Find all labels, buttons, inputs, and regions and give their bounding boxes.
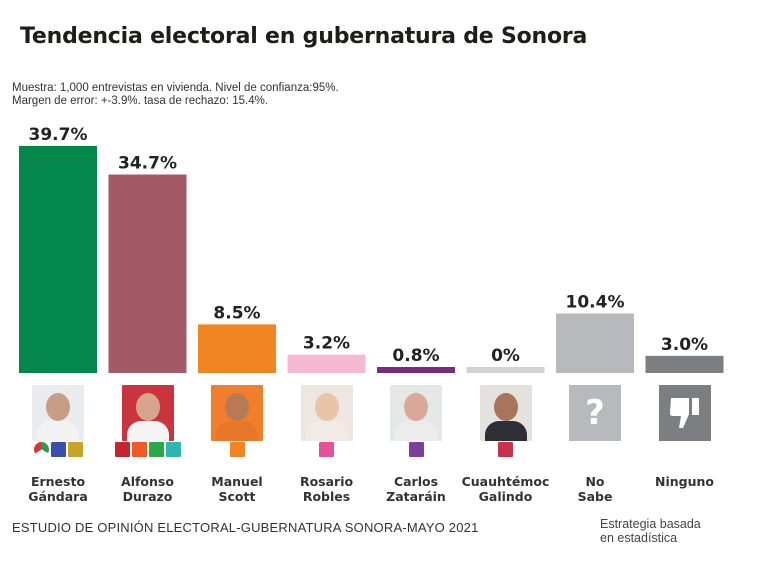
candidate-photo-2 <box>121 385 174 441</box>
candidate-name-5: Carlos Zataráin <box>361 474 471 504</box>
candidate-name-1: Ernesto Gándara <box>3 474 113 504</box>
photo-body <box>484 421 527 441</box>
photo-body <box>37 421 79 441</box>
photo-face <box>314 393 339 421</box>
photo-body <box>395 421 437 441</box>
candidate-name-6: Cuauhtémoc Galindo <box>451 474 561 504</box>
name-line-2: Sabe <box>577 489 613 504</box>
candidate-name-3: Manuel Scott <box>182 474 292 504</box>
study-caption: ESTUDIO DE OPINIÓN ELECTORAL-GUBERNATURA… <box>12 520 479 535</box>
pt-logo <box>131 442 147 457</box>
candidate-photo-5 <box>390 385 442 441</box>
photo-body <box>305 421 348 441</box>
party-logos-4 <box>319 442 334 458</box>
methodology-line-2: Margen de error: +-3.9%. tasa de rechazo… <box>12 95 269 107</box>
data-label-3: 8.5% <box>213 303 260 323</box>
methodology-line-1: Muestra: 1,000 entrevistas en vivienda. … <box>12 82 339 94</box>
data-label-8: 3.0% <box>661 335 708 355</box>
photo-body <box>216 421 258 441</box>
photo-face <box>225 393 249 421</box>
panal-logo <box>165 442 181 457</box>
photo-body <box>126 421 169 441</box>
candidate-name-4: Rosario Robles <box>272 474 382 504</box>
name-line-1: Alfonso <box>121 474 174 489</box>
name-line-1: Ernesto <box>30 474 86 489</box>
candidate-photo-1 <box>32 385 84 441</box>
data-label-2: 34.7% <box>118 154 177 174</box>
candidate-name-2: Alfonso Durazo <box>93 474 203 504</box>
name-line-1: Rosario <box>299 474 354 489</box>
name-line-1: Manuel <box>211 474 263 489</box>
pvem-logo <box>148 442 164 457</box>
name-line-2: Zataráin <box>386 489 446 504</box>
question-mark-icon: ? <box>569 385 621 441</box>
bar-2 <box>108 174 187 373</box>
party-logos-3 <box>229 442 245 458</box>
name-line-1: No <box>585 474 605 489</box>
name-line-1: Cuauhtémoc <box>461 474 550 489</box>
pri-logo <box>33 442 49 457</box>
party-logos-5 <box>408 442 424 458</box>
name-line-2: Robles <box>302 489 351 504</box>
bar-6 <box>466 367 545 373</box>
data-label-4: 3.2% <box>303 334 350 354</box>
name-line-1: Carlos <box>393 474 439 489</box>
data-label-5: 0.8% <box>392 346 439 366</box>
data-label-7: 10.4% <box>566 293 625 313</box>
candidate-photo-3 <box>211 385 263 441</box>
name-line-2: Scott <box>218 489 256 504</box>
bar-7 <box>556 313 634 373</box>
name-line-2: Durazo <box>122 489 173 504</box>
prd-logo <box>67 442 83 457</box>
photo-face <box>404 393 428 421</box>
name-line-2: Gándara <box>28 489 88 504</box>
rsp-logo <box>498 442 513 457</box>
fuerza-por-mexico-logo <box>319 442 334 457</box>
candidate-name-8: Ninguno <box>630 474 740 489</box>
thumbs-down-icon <box>658 385 711 441</box>
photo-face <box>493 393 518 421</box>
chart-title: Tendencia electoral en gubernatura de So… <box>20 24 588 49</box>
photo-face <box>135 393 160 421</box>
candidate-name-7: No Sabe <box>540 474 650 504</box>
name-line-2: Galindo <box>478 489 533 504</box>
brand-line-1: Estrategia basada <box>600 517 701 531</box>
bar-8 <box>645 355 724 373</box>
party-logos-1 <box>33 442 83 458</box>
brand-line-2: en estadística <box>600 531 678 545</box>
movimiento-ciudadano-logo <box>229 442 245 457</box>
bar-4 <box>287 354 366 373</box>
morena-logo <box>114 442 130 457</box>
name-line-1: Ninguno <box>655 474 714 489</box>
data-label-6: 0% <box>491 346 520 366</box>
pes-logo <box>408 442 424 457</box>
photo-face <box>46 393 70 421</box>
candidate-photo-6 <box>479 385 532 441</box>
data-label-1: 39.7% <box>29 125 88 145</box>
party-logos-2 <box>114 442 181 458</box>
pan-logo <box>50 442 66 457</box>
brand-tagline: Estrategia basada en estadística <box>600 517 701 545</box>
bar-5 <box>377 367 455 373</box>
candidate-photo-4 <box>300 385 353 441</box>
bar-3 <box>198 324 276 373</box>
party-logos-6 <box>498 442 513 458</box>
bar-1 <box>19 145 97 373</box>
